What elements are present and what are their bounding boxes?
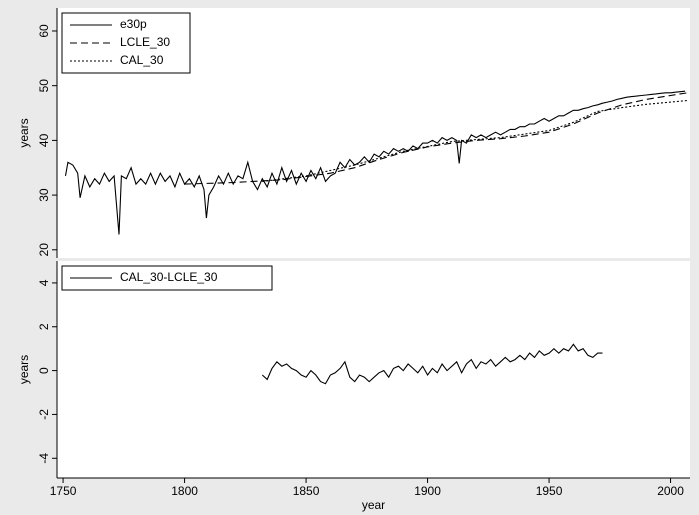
x-tick-label: 1800 — [171, 484, 198, 498]
x-axis-label: year — [362, 498, 385, 512]
y-tick-label: 60 — [37, 24, 51, 38]
y-tick-label: 40 — [37, 133, 51, 147]
y-tick-label: -2 — [37, 409, 51, 420]
y-tick-label: 0 — [37, 367, 51, 374]
x-tick-label: 1850 — [293, 484, 320, 498]
plot-area — [57, 261, 690, 478]
series-line — [262, 99, 688, 182]
y-tick-label: 50 — [37, 79, 51, 93]
y-tick-label: 2 — [37, 323, 51, 330]
series-line — [64, 90, 686, 235]
series-line — [261, 343, 603, 385]
x-tick-label: 1750 — [50, 484, 77, 498]
y-axis-label: years — [17, 355, 31, 384]
x-tick-label: 1950 — [536, 484, 563, 498]
legend-label: e30p — [120, 17, 147, 31]
y-tick-label: 30 — [37, 188, 51, 202]
x-tick-label: 1900 — [414, 484, 441, 498]
y-tick-label: 4 — [37, 279, 51, 286]
x-tick-label: 2000 — [657, 484, 684, 498]
legend-label: CAL_30 — [120, 53, 164, 67]
legend-label: CAL_30-LCLE_30 — [120, 270, 218, 284]
legend-label: LCLE_30 — [120, 35, 170, 49]
y-tick-label: 20 — [37, 243, 51, 257]
y-axis-label: years — [17, 118, 31, 147]
y-tick-label: -4 — [37, 453, 51, 464]
series-line — [184, 92, 688, 185]
